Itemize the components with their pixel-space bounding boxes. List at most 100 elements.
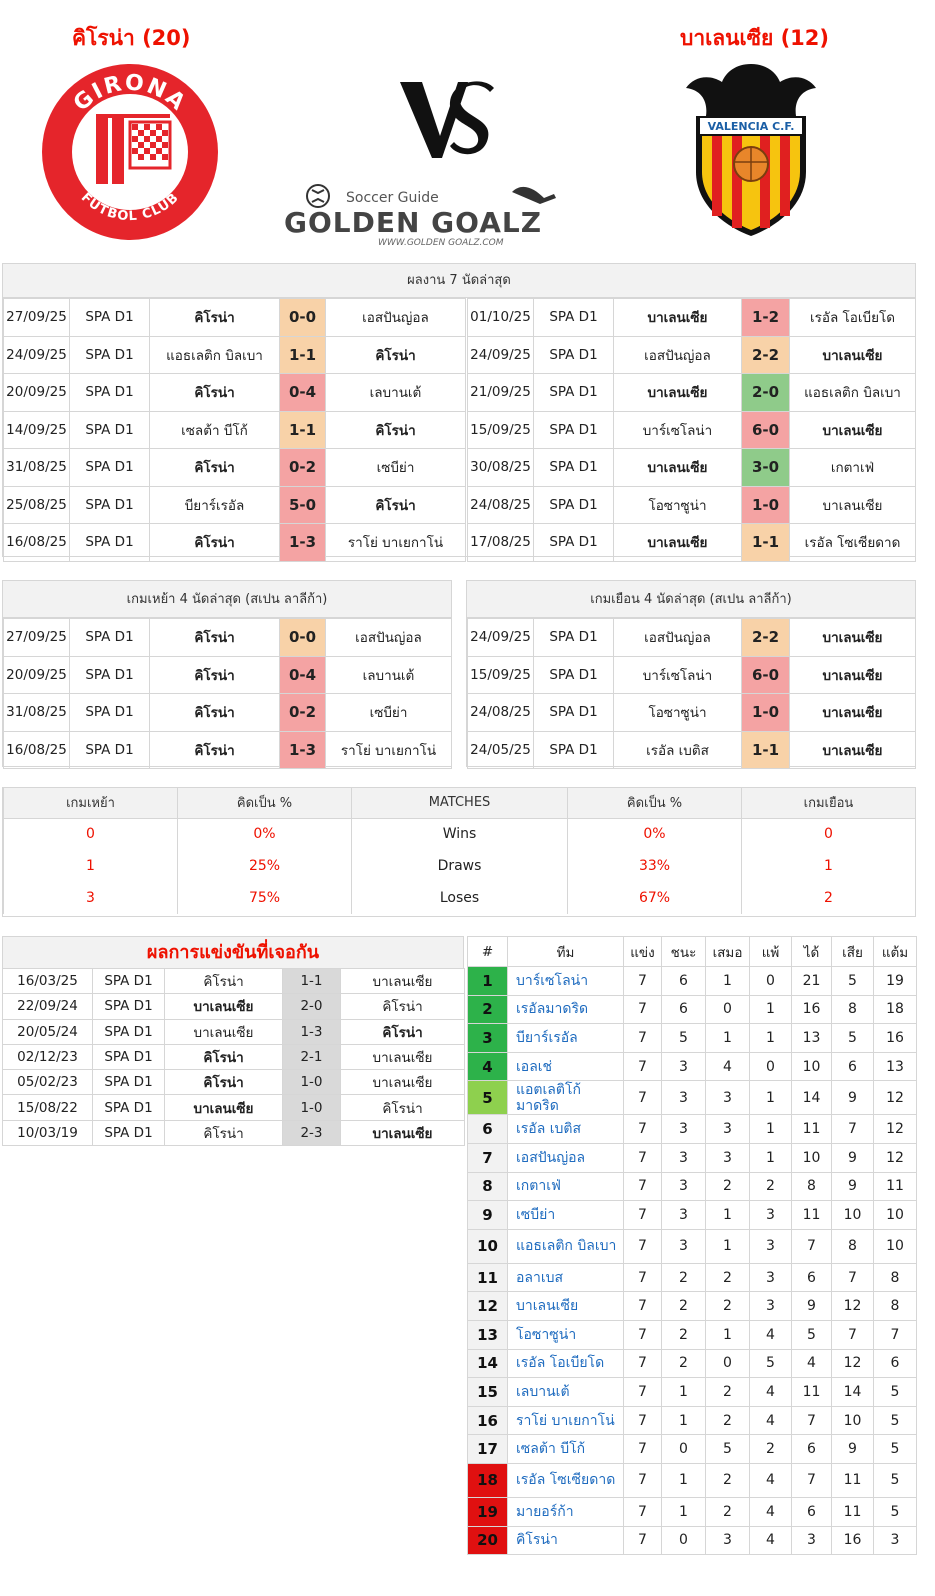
standings-w: 3 [661, 1080, 706, 1116]
match-home-team: คิโรน่า [149, 523, 280, 562]
standings-team-link[interactable]: บาร์เซโลน่า [507, 966, 624, 996]
standings-team-link[interactable]: มายอร์ก้า [507, 1496, 624, 1527]
standings-team-link[interactable]: เรอัลมาดริด [507, 994, 624, 1025]
match-away-team: เอสปันญ่อล [325, 298, 466, 337]
match-away-team: คิโรน่า [325, 485, 466, 524]
match-league: SPA D1 [69, 693, 150, 732]
match-away-team: บาเลนเซีย [789, 335, 916, 374]
match-home-team: บาร์เซโลน่า [613, 655, 742, 694]
standings-gf: 11 [791, 1377, 832, 1407]
standings-position: 12 [467, 1291, 508, 1321]
standings-team-link[interactable]: บียาร์เรอัล [507, 1023, 624, 1053]
match-home-team: คิโรน่า [149, 693, 280, 732]
standings-team-link[interactable]: เซบีย่า [507, 1200, 624, 1230]
standings-gf: 7 [791, 1405, 832, 1436]
standings-team-link[interactable]: ราโย่ บาเยกาโน่ [507, 1405, 624, 1436]
match-row: 24/08/25 SPA D1 โอซาซูน่า 1-0 บาเลนเซีย [467, 485, 916, 524]
standings-team-link[interactable]: เรอัล เบติส [507, 1114, 624, 1144]
standings-gf: 14 [791, 1080, 832, 1116]
standings-position: 15 [467, 1377, 508, 1407]
standings-team-link[interactable]: เอสปันญ่อล [507, 1142, 624, 1173]
standings-gf: 8 [791, 1171, 832, 1202]
standings-team-link[interactable]: โอซาซูน่า [507, 1319, 624, 1350]
last7-home-table: 27/09/25 SPA D1 คิโรน่า 0-0 เอสปันญ่อล 24/09/… [3, 298, 466, 562]
standings-pts: 6 [873, 1348, 917, 1379]
standings-team-link[interactable]: แอธเลติก บิลเบา [507, 1228, 624, 1264]
standings-row: 20 คิโรน่า 7 0 3 4 3 16 3 [467, 1525, 917, 1556]
match-home-team: คิโรน่า [149, 373, 280, 412]
h2h-row: 22/09/24 SPA D1 บาเลนเซีย 2-0 คิโรน่า [2, 993, 465, 1020]
standings-pts: 11 [873, 1171, 917, 1202]
match-away-team: บาเลนเซีย [789, 730, 916, 769]
standings-pts: 5 [873, 1434, 917, 1464]
standings-team-link[interactable]: เอลเช่ [507, 1051, 624, 1082]
standings-team-link[interactable]: คิโรน่า [507, 1525, 624, 1556]
match-league: SPA D1 [533, 693, 614, 732]
brand-url-text: WWW.GOLDEN GOALZ.COM [378, 238, 504, 248]
standings-team-link[interactable]: บาเลนเซีย [507, 1291, 624, 1321]
match-score: 1-0 [741, 485, 790, 524]
match-row: 27/09/25 SPA D1 คิโรน่า 0-0 เอสปันญ่อล [3, 618, 452, 657]
standings-p: 7 [623, 1262, 662, 1293]
match-score: 1-3 [279, 730, 326, 769]
match-date: 15/09/25 [467, 410, 534, 449]
match-home-team: เรอัล เบติส [613, 730, 742, 769]
stats-home-pct: 75% [177, 882, 352, 914]
standings-team-link[interactable]: เรอัล โซเซียดาด [507, 1462, 624, 1498]
standings-team-link[interactable]: เกตาเฟ่ [507, 1171, 624, 1202]
match-row: 15/09/25 SPA D1 บาร์เซโลน่า 6-0 บาเลนเซีย [467, 410, 916, 449]
match-score: 6-0 [741, 410, 790, 449]
match-row: 16/08/25 SPA D1 คิโรน่า 1-3 ราโย่ บาเยกาโน่ [3, 730, 452, 769]
standings-ga: 6 [831, 1051, 874, 1082]
standings-w: 0 [661, 1525, 706, 1556]
match-score: 1-1 [279, 410, 326, 449]
standings-gf: 10 [791, 1051, 832, 1082]
match-score: 5-0 [279, 485, 326, 524]
standings-team-link[interactable]: เลบานเต้ [507, 1377, 624, 1407]
standings-ga: 9 [831, 1434, 874, 1464]
brand-main-text: GOLDEN GOALZ [284, 206, 542, 239]
standings-p: 7 [623, 1377, 662, 1407]
valencia-logo: VALENCIA C.F. [686, 64, 816, 236]
match-away-team: ราโย่ บาเยกาโน่ [325, 523, 466, 562]
standings-w: 6 [661, 994, 706, 1025]
standings-gf: 4 [791, 1348, 832, 1379]
standings-team-link[interactable]: อลาเบส [507, 1262, 624, 1293]
match-score: 0-2 [279, 448, 326, 487]
standings-row: 4 เอลเช่ 7 3 4 0 10 6 13 [467, 1051, 917, 1082]
standings-position: 14 [467, 1348, 508, 1379]
last4-home-table: 27/09/25 SPA D1 คิโรน่า 0-0 เอสปันญ่อล 20/09/… [3, 618, 452, 769]
standings-team-link[interactable]: แอตเลติโก้ มาดริด [507, 1080, 624, 1116]
standings-l: 4 [749, 1405, 792, 1436]
match-league: SPA D1 [533, 410, 614, 449]
stats-home-count: 3 [3, 882, 178, 914]
standings-ga: 7 [831, 1114, 874, 1144]
match-away-team: บาเลนเซีย [789, 618, 916, 657]
match-row: 16/08/25 SPA D1 คิโรน่า 1-3 ราโย่ บาเยกาโน่ [3, 523, 466, 562]
stats-header-cell: MATCHES [351, 788, 568, 819]
standings-team-link[interactable]: เซลต้า บีโก้ [507, 1434, 624, 1464]
standings-position: 3 [467, 1023, 508, 1053]
standings-w: 1 [661, 1462, 706, 1498]
match-away-team: แอธเลติก บิลเบา [789, 373, 916, 412]
standings-gf: 6 [791, 1496, 832, 1527]
last7-panel: ผลงาน 7 นัดล่าสุด 27/09/25 SPA D1 คิโรน่า 0… [2, 263, 916, 562]
match-score: 1-3 [279, 523, 326, 562]
last7-title: ผลงาน 7 นัดล่าสุด [3, 264, 915, 298]
match-league: SPA D1 [69, 335, 150, 374]
standings-position: 11 [467, 1262, 508, 1293]
match-home-team: บาเลนเซีย [613, 448, 742, 487]
match-league: SPA D1 [533, 618, 614, 657]
standings-l: 4 [749, 1496, 792, 1527]
h2h-score: 1-1 [282, 967, 341, 995]
match-home-team: แอธเลติก บิลเบา [149, 335, 280, 374]
standings-gf: 7 [791, 1228, 832, 1264]
h2h-away-team: คิโรน่า [340, 1018, 465, 1045]
h2h-home-team: คิโรน่า [164, 1069, 283, 1096]
standings-position: 8 [467, 1171, 508, 1202]
match-home-team: คิโรน่า [149, 655, 280, 694]
standings-team-link[interactable]: เรอัล โอเบียโด [507, 1348, 624, 1379]
standings-ga: 12 [831, 1348, 874, 1379]
standings-w: 5 [661, 1023, 706, 1053]
match-away-team: เซบีย่า [325, 448, 466, 487]
